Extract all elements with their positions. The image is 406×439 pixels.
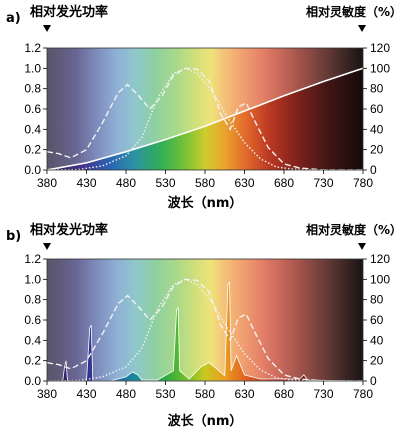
x-tick-label: 680 — [274, 387, 294, 401]
panel-a-label: a) — [6, 11, 21, 26]
y-right-tick-label: 120 — [370, 41, 390, 55]
y-right-tick-label: 60 — [370, 102, 384, 116]
y-left-tick-label: 0.0 — [24, 163, 41, 177]
panel-b-x-axis-title: 波长（nm） — [168, 413, 243, 429]
panel-a-right-axis-title: 相对灵敏度（%） — [306, 4, 402, 19]
y-right-tick-label: 80 — [370, 293, 384, 307]
x-tick-label: 630 — [234, 387, 254, 401]
y-right-tick-label: 60 — [370, 313, 384, 327]
y-right-tick-label: 40 — [370, 333, 384, 347]
panel-b-label: b) — [6, 229, 21, 244]
y-right-tick-label: 100 — [370, 272, 390, 286]
panel-a-x-axis-title: 波长（nm） — [168, 195, 243, 211]
panel-a-left-axis-marker — [43, 25, 51, 32]
x-tick-label: 530 — [155, 176, 175, 190]
x-tick-label: 680 — [274, 176, 294, 190]
y-left-tick-label: 0.4 — [24, 333, 41, 347]
y-right-tick-label: 0 — [370, 374, 377, 388]
y-right-tick-label: 80 — [370, 82, 384, 96]
x-tick-label: 430 — [76, 387, 96, 401]
x-tick-label: 730 — [313, 176, 333, 190]
x-tick-label: 380 — [37, 176, 57, 190]
y-right-tick-label: 20 — [370, 354, 384, 368]
panel-b-left-axis-title: 相对发光功率 — [30, 222, 108, 238]
panel-a-power-curve — [47, 67, 363, 170]
x-tick-label: 730 — [313, 387, 333, 401]
y-left-tick-label: 0.8 — [24, 293, 41, 307]
panel-a-dotted-curve — [47, 67, 363, 170]
y-right-tick-label: 40 — [370, 122, 384, 136]
x-tick-label: 780 — [353, 176, 373, 190]
y-right-tick-label: 120 — [370, 252, 390, 266]
panel-b-dashed-curve — [47, 278, 363, 381]
y-left-tick-label: 0.2 — [24, 354, 41, 368]
panel-b-spectrum-background — [47, 259, 363, 381]
y-right-tick-label: 100 — [370, 61, 390, 75]
x-tick-label: 480 — [116, 387, 136, 401]
y-left-tick-label: 1.0 — [24, 272, 41, 286]
y-left-tick-label: 0.2 — [24, 143, 41, 157]
y-left-tick-label: 0.6 — [24, 102, 41, 116]
x-tick-label: 430 — [76, 176, 96, 190]
y-left-tick-label: 0.0 — [24, 374, 41, 388]
y-left-tick-label: 0.8 — [24, 82, 41, 96]
x-tick-label: 580 — [195, 387, 215, 401]
panel-b-dotted-curve — [47, 278, 363, 381]
y-left-tick-label: 0.6 — [24, 313, 41, 327]
panel-a-power-area — [47, 68, 363, 170]
panel-b-chart: b) 相对发光功率 相对灵敏度（%） 380 430 480 530 580 630 680… — [6, 222, 402, 429]
x-tick-label: 630 — [234, 176, 254, 190]
panel-a-dashed-curve — [47, 67, 363, 170]
panel-a-left-axis-title: 相对发光功率 — [30, 4, 108, 20]
x-tick-label: 380 — [37, 387, 57, 401]
x-tick-label: 580 — [195, 176, 215, 190]
x-tick-label: 530 — [155, 387, 175, 401]
panel-b-left-axis-marker — [43, 243, 51, 250]
y-left-tick-label: 1.0 — [24, 61, 41, 75]
panel-a-right-axis-marker — [358, 25, 366, 32]
y-left-tick-label: 1.2 — [24, 252, 41, 266]
y-left-tick-label: 0.4 — [24, 122, 41, 136]
y-left-tick-label: 1.2 — [24, 41, 41, 55]
y-right-tick-label: 0 — [370, 163, 377, 177]
y-right-tick-label: 20 — [370, 143, 384, 157]
x-tick-label: 480 — [116, 176, 136, 190]
panel-b-right-axis-marker — [358, 243, 366, 250]
x-tick-label: 780 — [353, 387, 373, 401]
panel-b-emission-peaks — [47, 281, 363, 381]
panel-b-right-axis-title: 相对灵敏度（%） — [306, 222, 402, 237]
panel-a-chart: a) 相对发光功率 相对灵敏度（%） 380 430 480 530 580 630 680… — [6, 4, 402, 211]
